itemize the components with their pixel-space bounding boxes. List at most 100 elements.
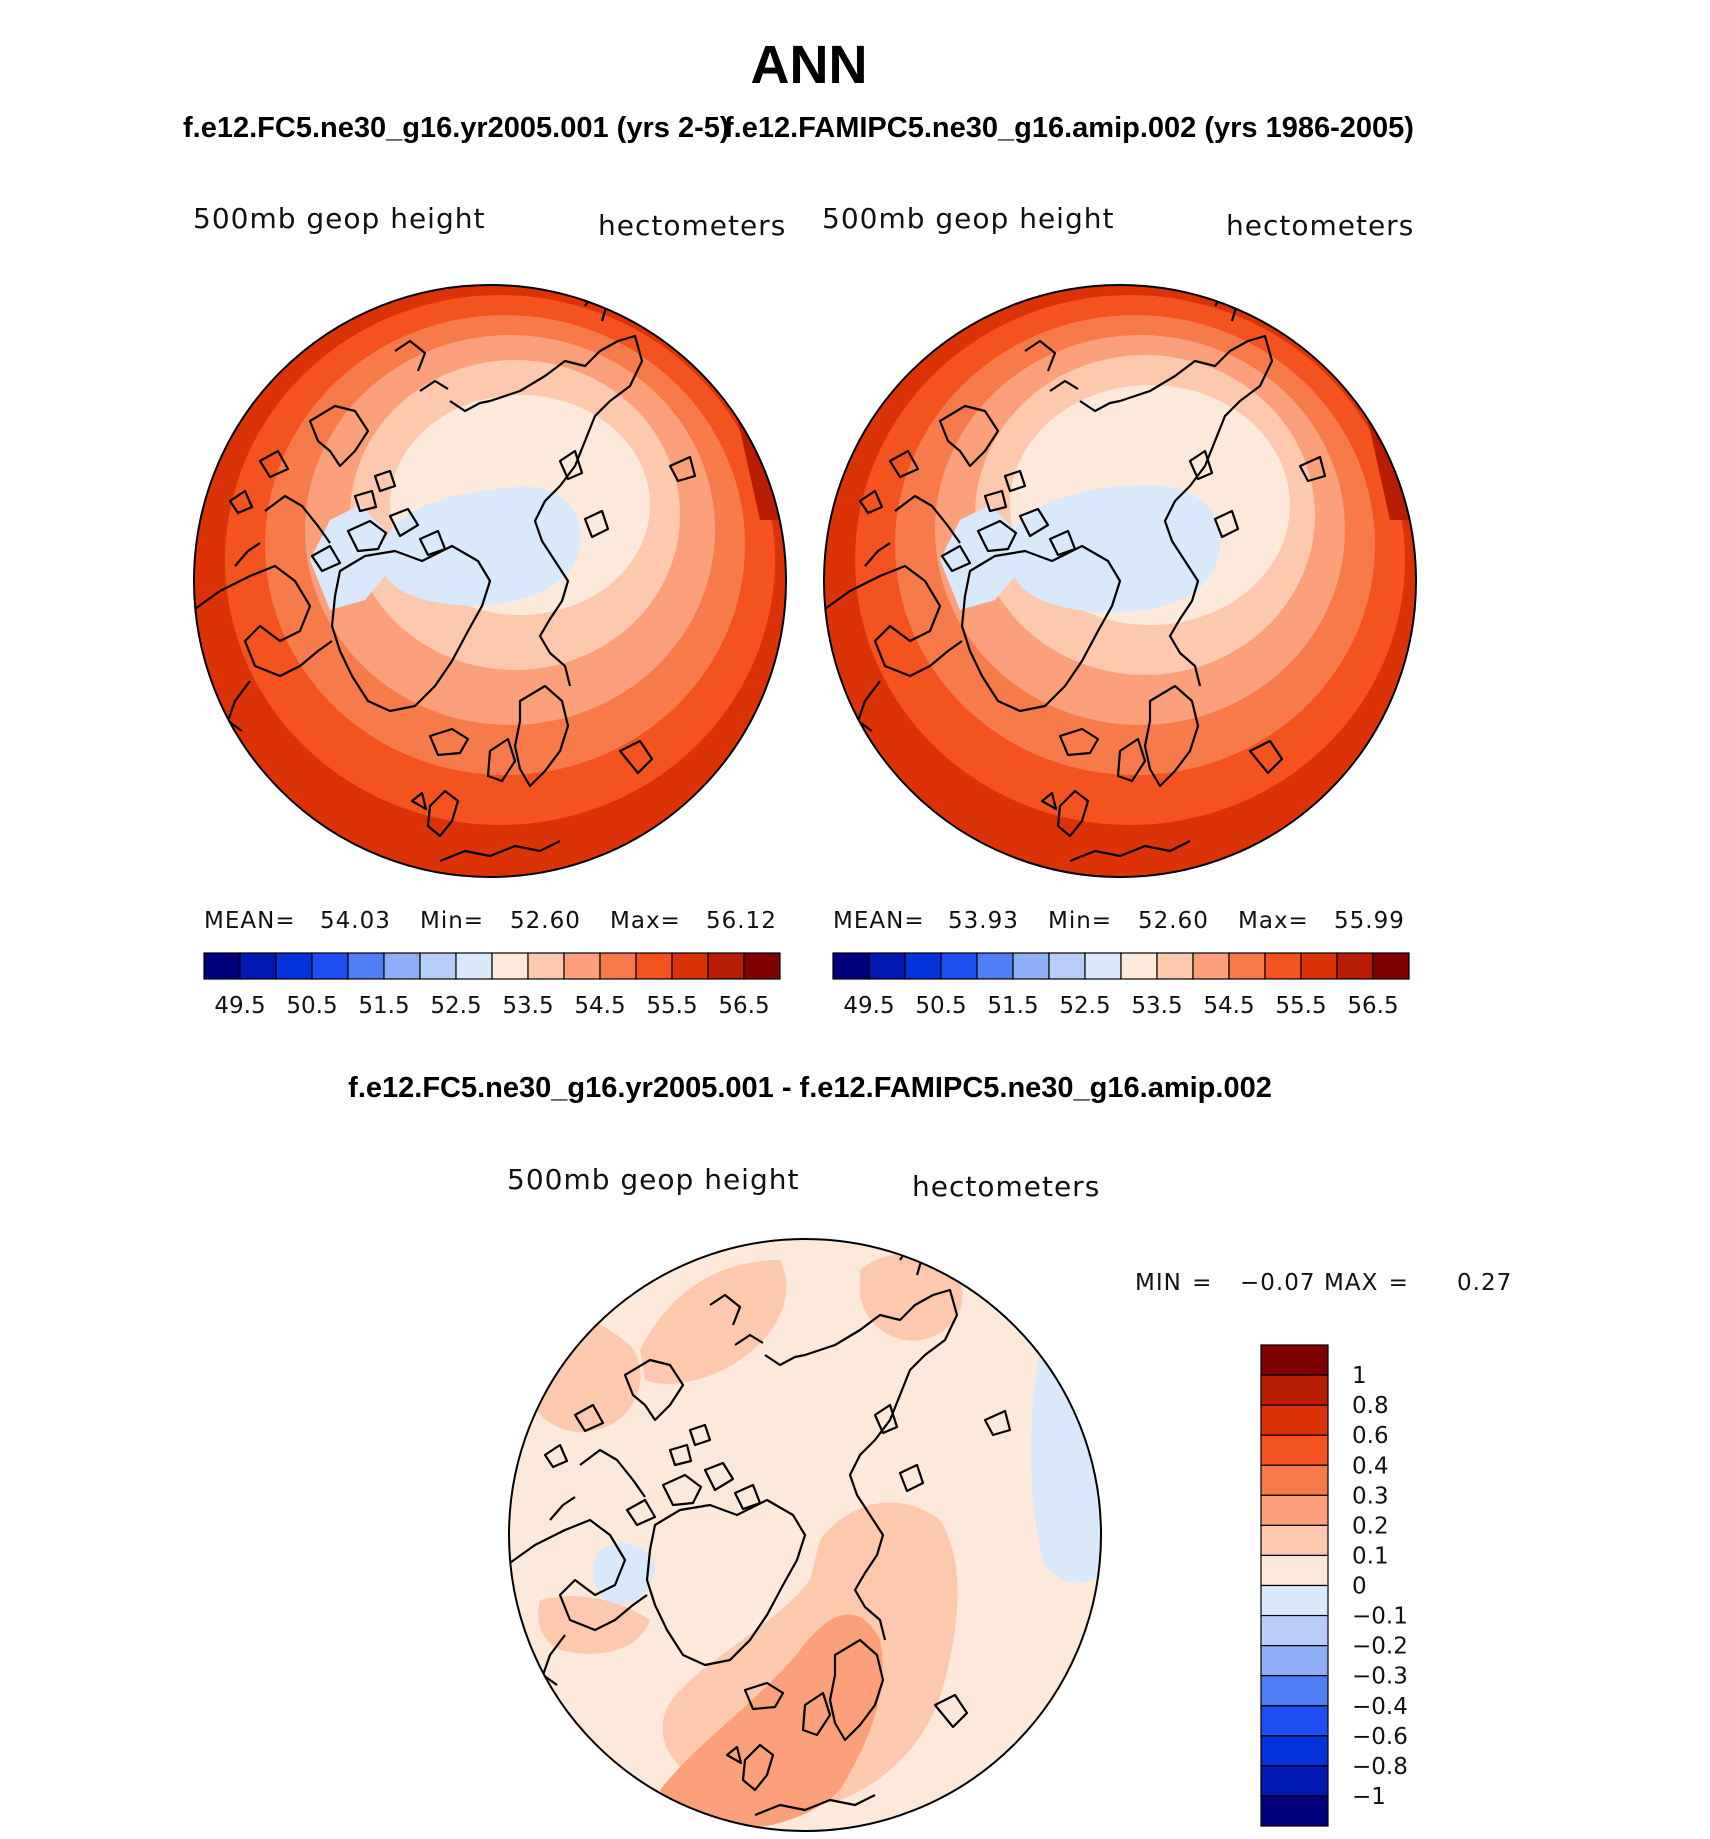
diff-colorbar-swatch [1260, 1494, 1329, 1526]
right-colorbar-swatch [1336, 952, 1374, 980]
left-colorbar-swatch [347, 952, 385, 980]
right-colorbar-swatch [1048, 952, 1086, 980]
diff-colorbar-swatch [1260, 1404, 1329, 1436]
right-colorbar-tick-label: 49.5 [843, 993, 894, 1019]
diff-colorbar-tick-label: −0.1 [1352, 1604, 1408, 1630]
right-colorbar-swatch [832, 952, 870, 980]
diff-colorbar-swatch [1260, 1344, 1329, 1376]
diff-colorbar-swatch [1260, 1464, 1329, 1496]
diff-colorbar-tick-label: −0.3 [1352, 1664, 1408, 1690]
right-min-value: 52.60 [1138, 908, 1209, 934]
right-colorbar-swatch [1264, 952, 1302, 980]
right-colorbar-swatch [1192, 952, 1230, 980]
diff-colorbar-swatch [1260, 1765, 1329, 1797]
right-case-title: f.e12.FAMIPC5.ne30_g16.amip.002 (yrs 198… [724, 112, 1414, 144]
diff-colorbar-swatch [1260, 1795, 1329, 1827]
left-colorbar-tick-label: 53.5 [502, 993, 553, 1019]
left-colorbar-swatch [599, 952, 637, 980]
left-colorbar-tick-label: 50.5 [286, 993, 337, 1019]
diff-colorbar-tick-label: 0.8 [1352, 1393, 1389, 1419]
diff-colorbar-swatch [1260, 1705, 1329, 1737]
diff-colorbar-tick-label: −1 [1352, 1784, 1386, 1810]
right-colorbar-swatch [1156, 952, 1194, 980]
right-colorbar-tick-label: 54.5 [1203, 993, 1254, 1019]
left-map-border [193, 284, 787, 878]
left-case-title: f.e12.FC5.ne30_g16.yr2005.001 (yrs 2-5) [183, 112, 730, 144]
right-colorbar-tick-label: 56.5 [1347, 993, 1398, 1019]
right-colorbar-swatch [1228, 952, 1266, 980]
diff-colorbar-tick-label: 0.4 [1352, 1453, 1389, 1479]
page-title: ANN [750, 35, 868, 95]
right-colorbar-tick-label: 51.5 [987, 993, 1038, 1019]
diff-colorbar-swatch [1260, 1735, 1329, 1767]
diff-colorbar: 1 0.8 0.6 0.4 0.3 0.2 0.1 0 −0.1 −0.2 −0.3 −0.4 −0.6… [1260, 1344, 1408, 1827]
right-colorbar-swatch [940, 952, 978, 980]
left-max-value: 56.12 [706, 908, 777, 934]
left-colorbar-swatch [527, 952, 565, 980]
left-mean-label: MEAN= [204, 908, 296, 934]
right-units-label: hectometers [1226, 209, 1415, 242]
right-colorbar-tick-label: 55.5 [1275, 993, 1326, 1019]
right-map [824, 285, 1416, 877]
left-min-value: 52.60 [510, 908, 581, 934]
left-colorbar-tick-label: 54.5 [574, 993, 625, 1019]
diff-colorbar-tick-label: −0.8 [1352, 1754, 1408, 1780]
right-colorbar-swatch [976, 952, 1014, 980]
right-colorbar-swatch [1372, 952, 1410, 980]
right-colorbar-swatch [1012, 952, 1050, 980]
diff-max-label: MAX = [1324, 1270, 1409, 1296]
left-colorbar-swatch [275, 952, 313, 980]
left-colorbar-swatch [743, 952, 781, 980]
right-colorbar-tick-label: 53.5 [1131, 993, 1182, 1019]
diff-colorbar-tick-label: 0.3 [1352, 1483, 1389, 1509]
diff-colorbar-tick-label: 1 [1352, 1363, 1367, 1389]
diff-colorbar-swatch [1260, 1614, 1329, 1647]
left-max-label: Max= [610, 908, 681, 934]
left-colorbar-swatch [419, 952, 457, 980]
right-variable-label: 500mb geop height [822, 202, 1115, 235]
left-colorbar-tick-label: 56.5 [718, 993, 769, 1019]
left-colorbar-swatch [203, 952, 241, 980]
right-colorbar-swatch [1300, 952, 1338, 980]
right-colorbar-swatch [1084, 952, 1122, 980]
diff-colorbar-tick-label: 0 [1352, 1574, 1367, 1600]
diff-map-border [508, 1238, 1102, 1832]
left-colorbar-swatch [311, 952, 349, 980]
right-mean-value: 53.93 [948, 908, 1019, 934]
diff-colorbar-tick-label: −0.2 [1352, 1634, 1408, 1660]
left-variable-label: 500mb geop height [193, 202, 486, 235]
diff-colorbar-tick-label: −0.6 [1352, 1724, 1408, 1750]
left-colorbar-swatch [635, 952, 673, 980]
left-colorbar-swatch [491, 952, 529, 980]
right-colorbar-tick-label: 50.5 [915, 993, 966, 1019]
left-mean-value: 54.03 [320, 908, 391, 934]
left-map [194, 285, 786, 877]
left-colorbar-tick-label: 51.5 [358, 993, 409, 1019]
left-colorbar-swatch [383, 952, 421, 980]
diff-colorbar-tick-label: −0.4 [1352, 1694, 1408, 1720]
diff-min-value: −0.07 [1240, 1270, 1316, 1296]
diff-colorbar-swatch [1260, 1584, 1329, 1617]
left-colorbar-swatch [239, 952, 277, 980]
diff-colorbar-swatch [1260, 1675, 1329, 1707]
left-colorbar-swatch [455, 952, 493, 980]
left-colorbar-tick-label: 49.5 [214, 993, 265, 1019]
left-colorbar-swatch [707, 952, 745, 980]
diff-colorbar-tick-label: 0.2 [1352, 1513, 1389, 1539]
diff-colorbar-swatch [1260, 1645, 1329, 1677]
diff-colorbar-swatch [1260, 1524, 1329, 1557]
diff-colorbar-tick-label: 0.1 [1352, 1543, 1389, 1569]
diff-colorbar-swatch [1260, 1434, 1329, 1466]
diff-max-value: 0.27 [1457, 1270, 1513, 1296]
right-max-label: Max= [1238, 908, 1309, 934]
left-colorbar-tick-label: 52.5 [430, 993, 481, 1019]
right-colorbar-tick-label: 52.5 [1059, 993, 1110, 1019]
left-colorbar-tick-label: 55.5 [646, 993, 697, 1019]
diff-colorbar-tick-label: 0.6 [1352, 1423, 1389, 1449]
diff-units-label: hectometers [912, 1170, 1101, 1203]
right-colorbar-swatch [868, 952, 906, 980]
right-colorbar-swatch [904, 952, 942, 980]
right-mean-label: MEAN= [833, 908, 925, 934]
left-units-label: hectometers [598, 209, 787, 242]
